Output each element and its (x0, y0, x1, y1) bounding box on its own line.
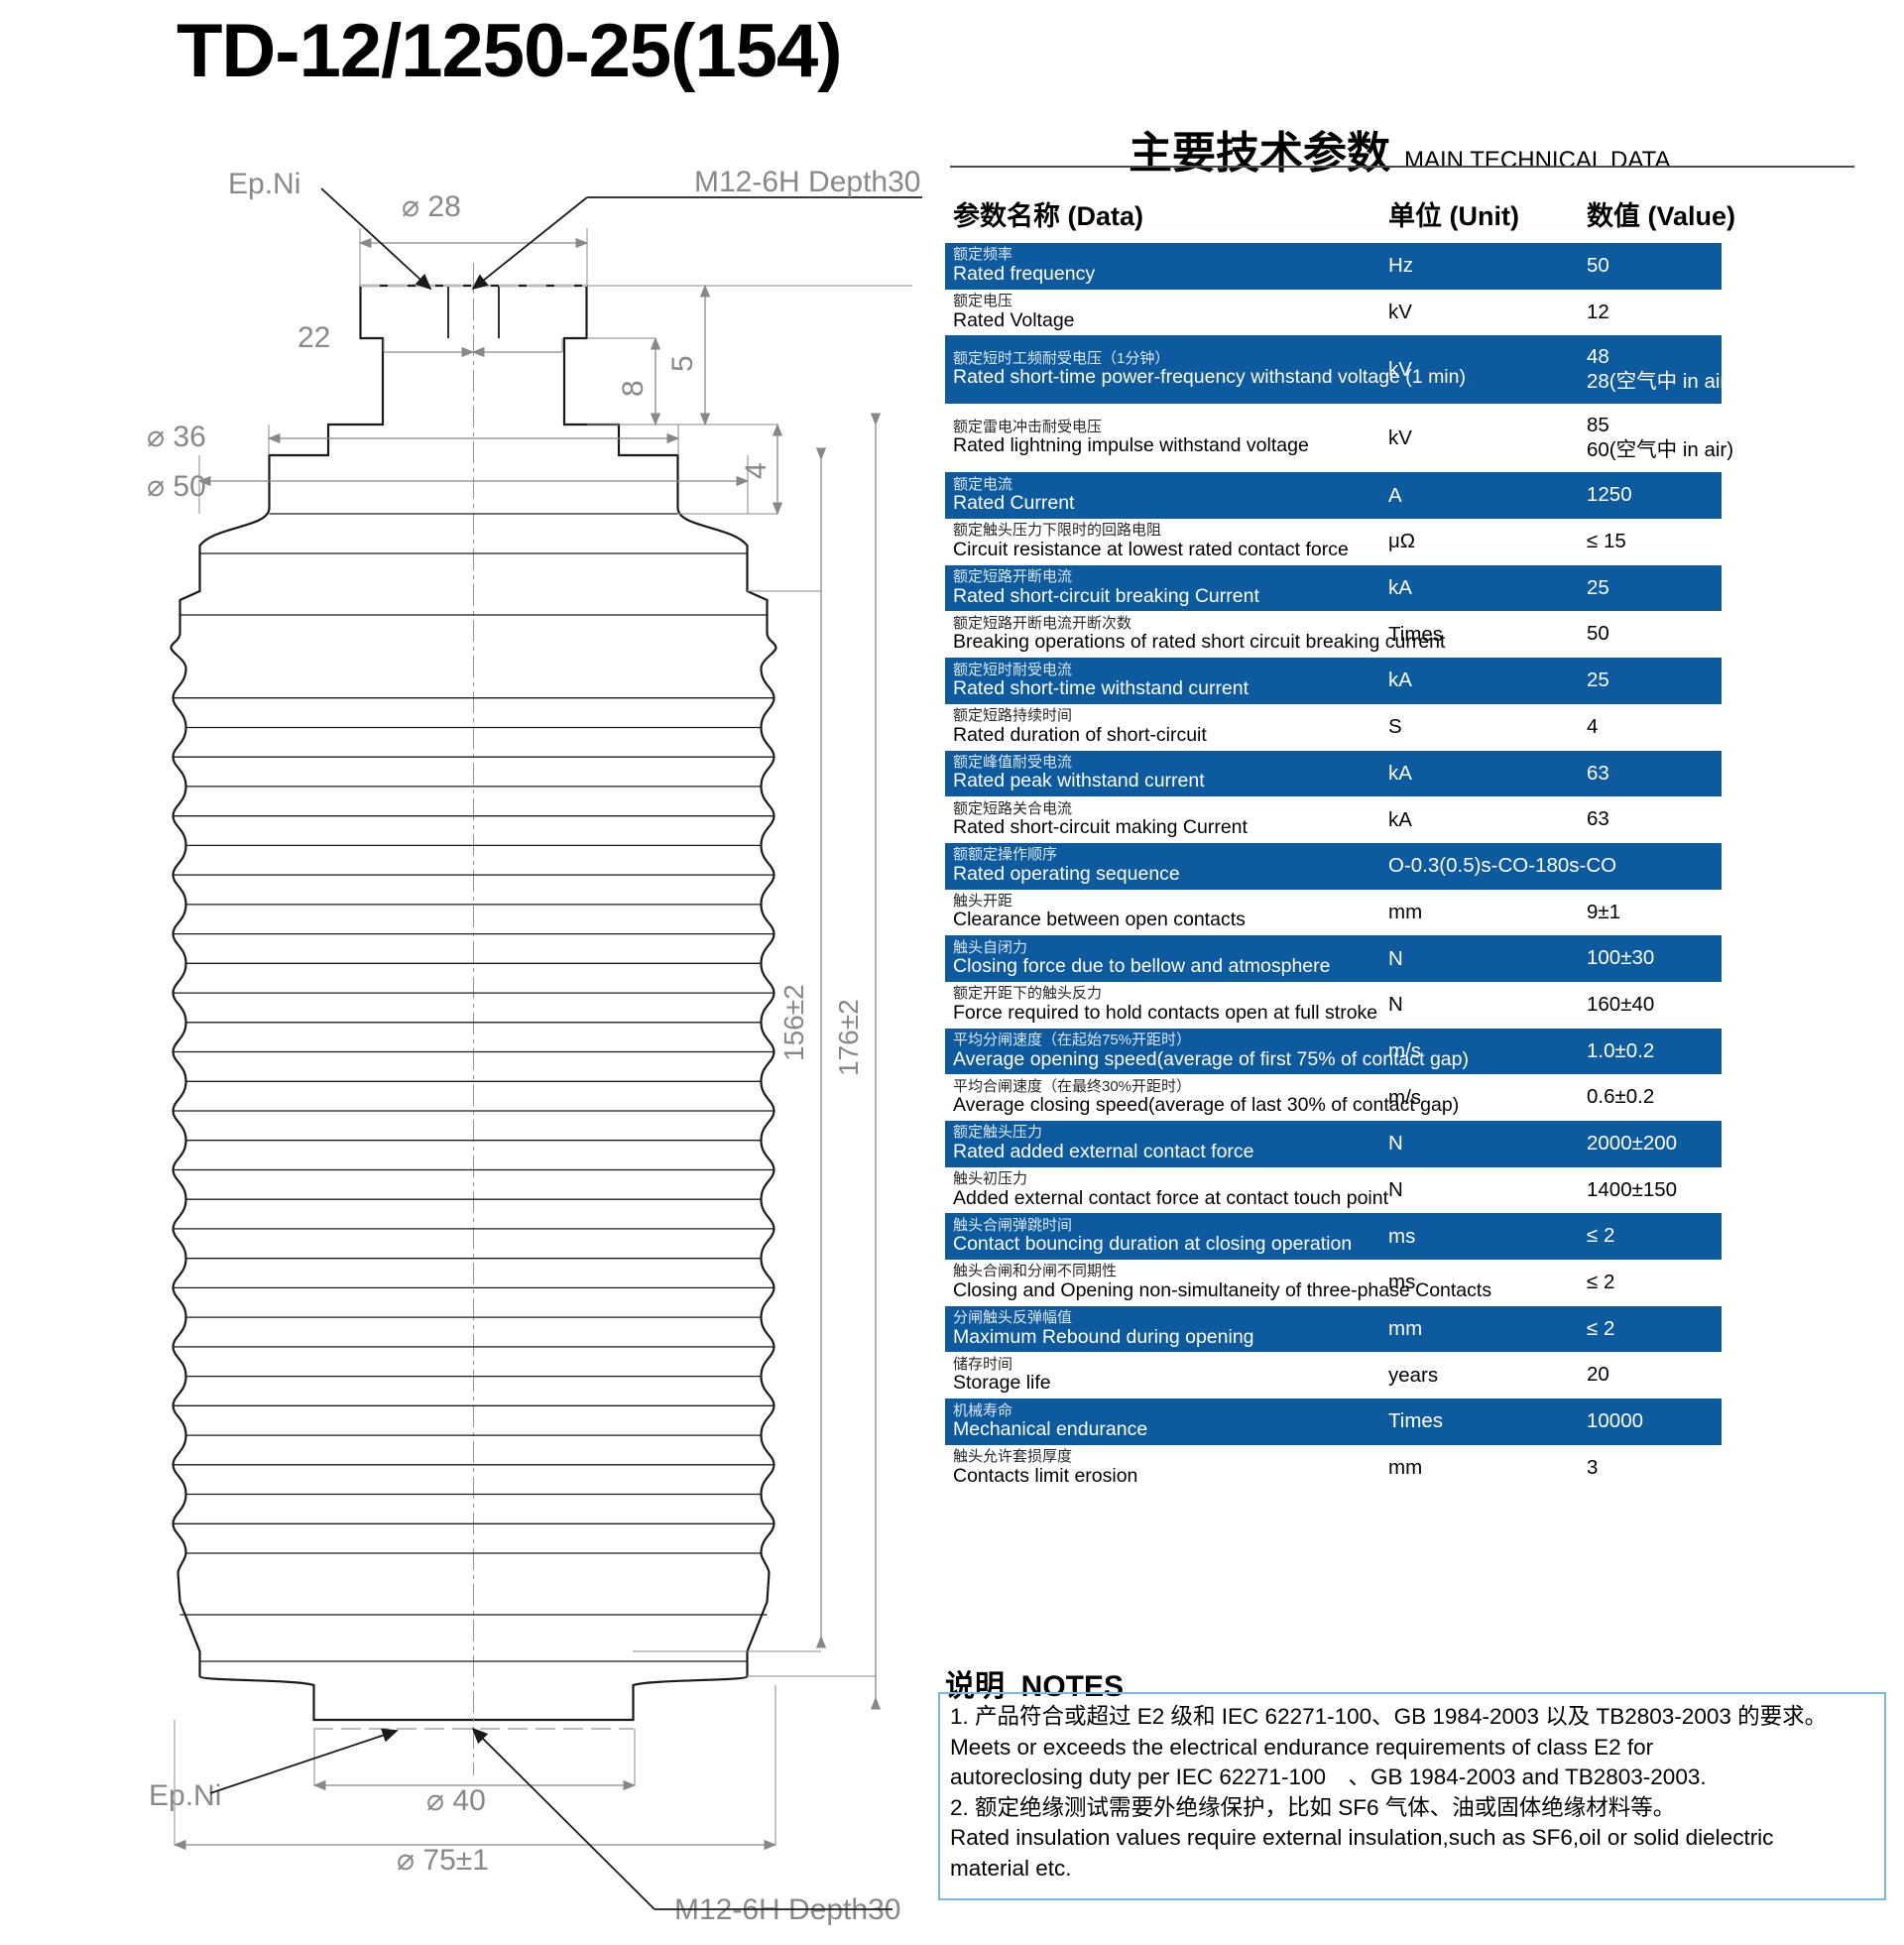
svg-text:⌀ 36: ⌀ 36 (147, 421, 206, 453)
svg-text:8: 8 (617, 380, 650, 397)
svg-text:Ep.Ni: Ep.Ni (228, 168, 300, 200)
svg-text:5: 5 (666, 355, 699, 372)
svg-text:176±2: 176±2 (833, 999, 864, 1076)
svg-text:⌀ 28: ⌀ 28 (402, 190, 461, 223)
svg-text:4: 4 (740, 462, 773, 479)
svg-text:22: 22 (298, 321, 330, 354)
svg-text:⌀ 40: ⌀ 40 (426, 1784, 486, 1817)
svg-text:⌀ 50: ⌀ 50 (147, 470, 206, 503)
svg-text:156±2: 156±2 (778, 984, 809, 1061)
svg-text:M12-6H Depth30: M12-6H Depth30 (694, 166, 920, 198)
svg-text:⌀ 75±1: ⌀ 75±1 (397, 1844, 489, 1877)
svg-text:Ep.Ni: Ep.Ni (149, 1779, 221, 1812)
